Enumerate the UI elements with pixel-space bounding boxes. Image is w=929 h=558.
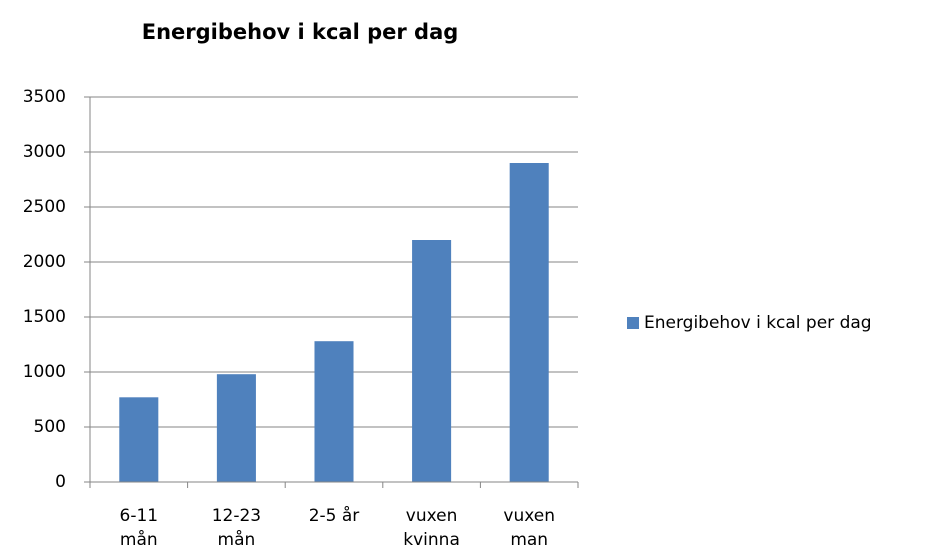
x-tick-label: 2-5 år xyxy=(309,505,360,526)
x-tick-label: 12-23 mån xyxy=(212,506,261,550)
y-tick-label: 3000 xyxy=(23,142,66,162)
bar xyxy=(119,397,159,482)
y-tick-label: 2000 xyxy=(23,252,66,272)
y-tick-label: 0 xyxy=(55,472,66,492)
y-tick-label: 1000 xyxy=(23,362,66,382)
bar xyxy=(412,240,452,482)
legend-swatch xyxy=(627,317,639,329)
y-tick-label: 500 xyxy=(34,417,66,437)
y-tick-label: 2500 xyxy=(23,197,66,217)
y-tick-label: 3500 xyxy=(23,87,66,107)
chart-title: Energibehov i kcal per dag xyxy=(142,20,459,44)
x-tick-label: vuxen kvinna xyxy=(403,506,460,550)
y-tick-label: 1500 xyxy=(23,307,66,327)
x-tick-label: vuxen man xyxy=(503,506,555,550)
bar xyxy=(509,163,549,482)
legend-label: Energibehov i kcal per dag xyxy=(644,313,872,333)
x-tick-label: 6-11 mån xyxy=(120,506,159,550)
bar xyxy=(216,374,256,482)
bar xyxy=(314,341,354,482)
